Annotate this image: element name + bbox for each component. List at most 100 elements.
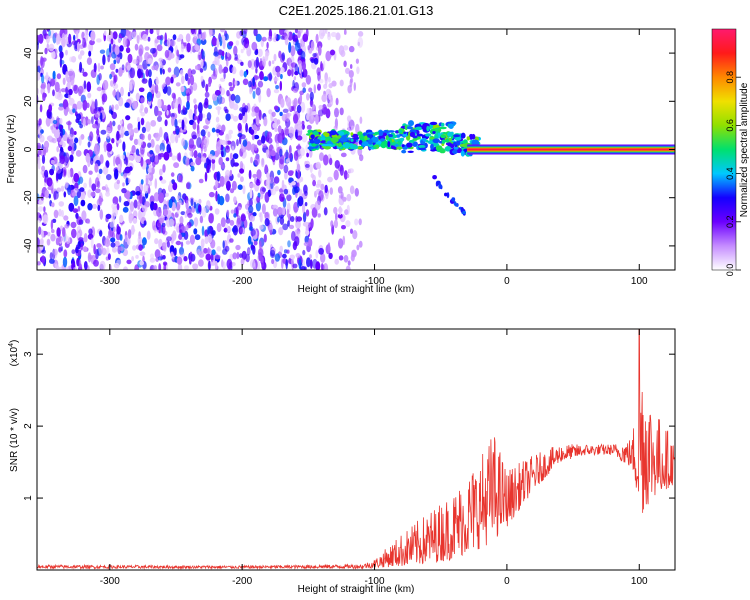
heatmap-cell	[277, 34, 281, 40]
heatmap-cell	[266, 131, 272, 139]
heatmap-cell	[321, 94, 328, 103]
heatmap-cell	[206, 112, 212, 121]
heatmap-cell	[348, 45, 355, 53]
heatmap-cell	[302, 211, 307, 223]
heatmap-cell	[248, 226, 254, 232]
heatmap-cell	[196, 249, 201, 256]
heatmap-cell	[301, 133, 308, 143]
heatmap-cell	[147, 142, 152, 148]
heatmap-cell	[276, 206, 283, 216]
heatmap-cell	[282, 108, 289, 114]
heatmap-cell	[140, 145, 145, 155]
heatmap-cell	[279, 134, 283, 144]
heatmap-cell	[283, 164, 289, 174]
heatmap-cell	[346, 115, 352, 122]
heatmap-cell	[165, 76, 171, 86]
heatmap-cell	[295, 129, 298, 139]
heatmap-cell	[313, 138, 321, 145]
heatmap-cell	[56, 73, 62, 80]
heatmap-cell	[51, 229, 55, 234]
heatmap-cell	[43, 140, 50, 149]
heatmap-cell	[198, 198, 202, 205]
heatmap-cell	[38, 118, 42, 126]
heatmap-cell	[304, 190, 308, 196]
heatmap-cell	[130, 228, 136, 233]
heatmap-cell	[186, 42, 191, 53]
heatmap-cell	[218, 157, 223, 166]
heatmap-cell	[132, 154, 138, 160]
heatmap-cell	[68, 133, 74, 140]
heatmap-cell	[195, 65, 199, 70]
heatmap-cell	[102, 79, 109, 91]
heatmap-cell	[109, 73, 112, 80]
heatmap-cell	[208, 153, 213, 160]
heatmap-cell	[243, 29, 248, 35]
heatmap-cell	[158, 192, 165, 204]
heatmap-cell	[367, 143, 374, 148]
heatmap-cell	[260, 157, 265, 168]
heatmap-cell	[190, 253, 196, 262]
y-tick-label: -20	[23, 190, 34, 205]
heatmap-cell	[320, 253, 326, 263]
heatmap-cell	[310, 111, 314, 121]
heatmap-cell	[191, 69, 196, 75]
heatmap-cell	[254, 155, 260, 166]
heatmap-cell	[90, 30, 96, 42]
heatmap-cell	[179, 69, 184, 76]
heatmap-cell	[98, 195, 102, 205]
heatmap-cell	[312, 53, 317, 58]
heatmap-cell	[195, 157, 202, 166]
heatmap-cell	[258, 252, 263, 262]
heatmap-cell	[273, 176, 280, 184]
heatmap-cell	[309, 139, 315, 144]
heatmap-cell	[445, 138, 449, 143]
heatmap-cell	[279, 154, 285, 165]
heatmap-cell	[250, 156, 253, 164]
heatmap-cell	[414, 126, 423, 131]
heatmap-cell	[249, 198, 253, 207]
colorbar-ticks: 0.0 0.2 0.4 0.6 0.8	[725, 71, 741, 276]
heatmap-cell	[93, 144, 100, 156]
heatmap-cell	[208, 191, 215, 198]
heatmap-cell	[380, 138, 385, 142]
heatmap-cell	[158, 57, 164, 62]
heatmap-cell	[328, 90, 332, 101]
heatmap-cell	[310, 40, 315, 51]
heatmap-cell	[114, 168, 119, 180]
heatmap-cell	[304, 235, 310, 244]
heatmap-cell	[351, 133, 359, 138]
heatmap-cell	[118, 134, 121, 139]
heatmap-cell	[368, 139, 373, 145]
heatmap-cell	[119, 120, 123, 125]
heatmap-cell	[211, 161, 216, 171]
heatmap-cell	[356, 146, 363, 150]
heatmap-cell	[302, 68, 308, 78]
heatmap-cell	[249, 86, 253, 95]
heatmap-cell	[129, 81, 133, 91]
heatmap-cell	[259, 191, 264, 200]
heatmap-cell	[166, 38, 171, 48]
heatmap-cell	[306, 107, 310, 115]
heatmap-cell	[58, 201, 65, 207]
heatmap-cell	[315, 33, 319, 44]
heatmap-cell	[109, 43, 112, 53]
heatmap-cell	[77, 240, 81, 250]
heatmap-cell	[43, 146, 47, 157]
heatmap-cell	[301, 120, 305, 125]
heatmap-cell	[216, 171, 221, 182]
heatmap-cell	[41, 255, 45, 264]
heatmap-cell	[447, 131, 453, 137]
heatmap-cell	[116, 89, 120, 100]
heatmap-cell	[176, 37, 181, 42]
heatmap-cell	[57, 266, 63, 270]
heatmap-cell	[294, 29, 299, 34]
heatmap-cell	[329, 187, 333, 195]
heatmap-cell	[221, 259, 224, 268]
heatmap-cell	[401, 149, 407, 154]
heatmap-cell	[225, 133, 230, 142]
heatmap-cell	[87, 203, 93, 211]
heatmap-cell	[318, 104, 323, 110]
y-tick-label: 1	[23, 495, 34, 501]
heatmap-cell	[168, 218, 175, 227]
heatmap-cell	[176, 226, 180, 233]
